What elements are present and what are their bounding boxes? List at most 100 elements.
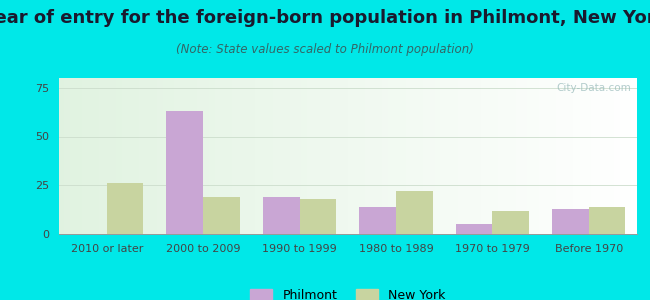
Bar xyxy=(174,78,180,234)
Bar xyxy=(545,78,550,234)
Bar xyxy=(203,197,240,234)
Bar xyxy=(550,78,556,234)
Bar xyxy=(504,78,510,234)
Bar xyxy=(487,78,493,234)
Bar xyxy=(116,78,122,234)
Bar xyxy=(625,78,631,234)
Bar xyxy=(296,78,302,234)
Bar xyxy=(203,78,209,234)
Bar xyxy=(180,78,186,234)
Bar xyxy=(619,78,625,234)
Bar xyxy=(302,78,307,234)
Bar xyxy=(192,78,198,234)
Bar xyxy=(162,78,168,234)
Bar xyxy=(238,78,244,234)
Bar xyxy=(263,197,300,234)
Legend: Philmont, New York: Philmont, New York xyxy=(245,284,450,300)
Bar xyxy=(99,78,105,234)
Bar xyxy=(64,78,70,234)
Bar xyxy=(556,78,562,234)
Bar xyxy=(157,78,162,234)
Bar xyxy=(481,78,487,234)
Bar xyxy=(226,78,232,234)
Bar xyxy=(93,78,99,234)
Bar xyxy=(232,78,238,234)
Bar xyxy=(168,78,174,234)
Bar xyxy=(396,191,433,234)
Bar xyxy=(348,78,354,234)
Bar xyxy=(266,78,272,234)
Bar xyxy=(493,211,529,234)
Bar xyxy=(313,78,318,234)
Bar xyxy=(107,183,144,234)
Bar xyxy=(371,78,377,234)
Bar xyxy=(515,78,521,234)
Bar xyxy=(608,78,614,234)
Bar xyxy=(145,78,151,234)
Bar xyxy=(382,78,388,234)
Bar xyxy=(417,78,423,234)
Bar xyxy=(250,78,255,234)
Bar xyxy=(272,78,278,234)
Bar xyxy=(631,78,637,234)
Bar xyxy=(359,207,396,234)
Text: City-Data.com: City-Data.com xyxy=(556,83,631,93)
Bar xyxy=(469,78,475,234)
Bar xyxy=(533,78,539,234)
Bar xyxy=(603,78,608,234)
Bar xyxy=(475,78,481,234)
Bar xyxy=(521,78,527,234)
Bar xyxy=(76,78,82,234)
Bar xyxy=(411,78,417,234)
Bar xyxy=(365,78,371,234)
Bar xyxy=(434,78,440,234)
Bar xyxy=(122,78,128,234)
Bar xyxy=(342,78,348,234)
Bar xyxy=(209,78,214,234)
Bar xyxy=(406,78,411,234)
Bar xyxy=(284,78,290,234)
Bar xyxy=(359,78,365,234)
Text: Year of entry for the foreign-born population in Philmont, New York: Year of entry for the foreign-born popul… xyxy=(0,9,650,27)
Bar xyxy=(58,78,64,234)
Bar xyxy=(458,78,463,234)
Text: (Note: State values scaled to Philmont population): (Note: State values scaled to Philmont p… xyxy=(176,44,474,56)
Bar xyxy=(307,78,313,234)
Bar xyxy=(166,111,203,234)
Bar xyxy=(261,78,266,234)
Bar xyxy=(614,78,619,234)
Bar xyxy=(589,207,625,234)
Bar xyxy=(493,78,498,234)
Bar xyxy=(400,78,406,234)
Bar xyxy=(330,78,336,234)
Bar xyxy=(562,78,567,234)
Bar xyxy=(510,78,515,234)
Bar xyxy=(552,209,589,234)
Bar xyxy=(290,78,296,234)
Bar xyxy=(151,78,157,234)
Bar xyxy=(214,78,220,234)
Bar xyxy=(300,199,336,234)
Bar xyxy=(82,78,87,234)
Bar xyxy=(336,78,342,234)
Bar xyxy=(446,78,452,234)
Bar xyxy=(255,78,261,234)
Bar xyxy=(585,78,591,234)
Bar xyxy=(429,78,434,234)
Bar xyxy=(498,78,504,234)
Bar xyxy=(376,78,382,234)
Bar xyxy=(573,78,579,234)
Bar xyxy=(440,78,446,234)
Bar xyxy=(597,78,603,234)
Bar xyxy=(278,78,284,234)
Bar xyxy=(579,78,585,234)
Bar xyxy=(567,78,573,234)
Bar xyxy=(456,224,493,234)
Bar xyxy=(134,78,140,234)
Bar xyxy=(70,78,76,234)
Bar xyxy=(111,78,116,234)
Bar xyxy=(220,78,226,234)
Bar xyxy=(318,78,324,234)
Bar xyxy=(354,78,359,234)
Bar xyxy=(423,78,429,234)
